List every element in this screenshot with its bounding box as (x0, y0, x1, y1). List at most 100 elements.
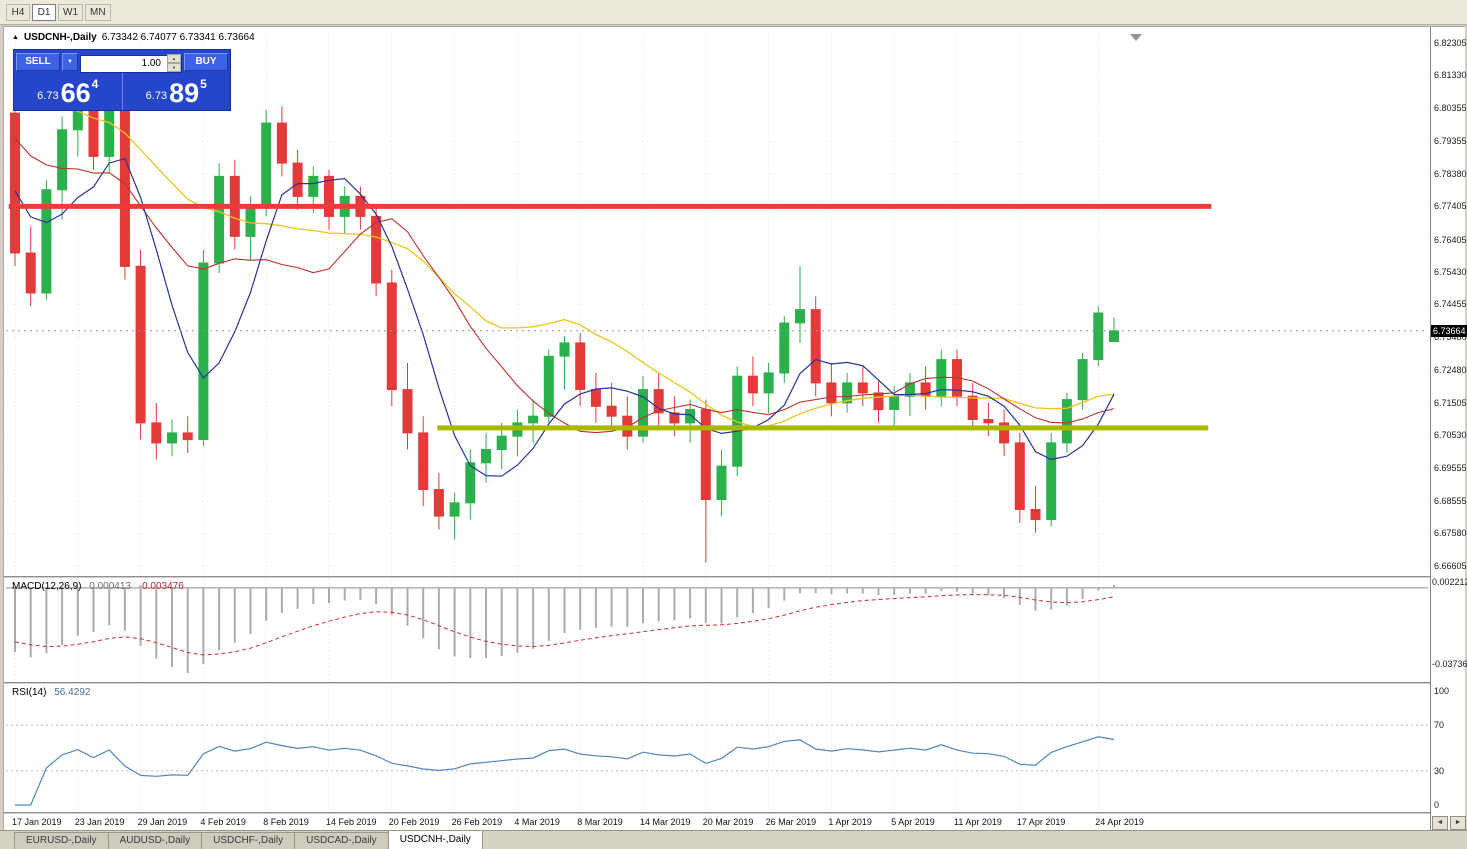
date-axis-label: 26 Feb 2019 (451, 817, 503, 827)
buy-price-display[interactable]: 6.73 89 5 (121, 72, 231, 110)
price-axis-label: 6.74455 (1434, 299, 1467, 310)
symbol-tab-audusd[interactable]: AUDUSD-,Daily (107, 832, 203, 849)
buy-button[interactable]: BUY (184, 53, 228, 71)
date-axis-label: 29 Jan 2019 (137, 817, 188, 827)
price-axis-label: 6.78380 (1434, 168, 1467, 179)
chart-header: ▲ USDCNH-,Daily 6.73342 6.74077 6.73341 … (12, 32, 255, 43)
sell-price-point: 4 (91, 77, 99, 91)
buy-price-prefix: 6.73 (145, 90, 168, 102)
price-axis-label: 6.68555 (1434, 495, 1467, 506)
chart-window: ▲ USDCNH-,Daily 6.73342 6.74077 6.73341 … (3, 26, 1467, 831)
macd-label: MACD(12,26,9) (12, 581, 82, 592)
date-axis[interactable]: 17 Jan 2019 23 Jan 2019 29 Jan 2019 4 Feb 2… (4, 814, 1429, 830)
price-axis[interactable]: 0.002212 -0.037368 6.82305 6.81330 6.80355… (1430, 27, 1467, 830)
price-axis-label: 6.69555 (1434, 462, 1467, 473)
date-axis-label: 23 Jan 2019 (74, 817, 125, 827)
date-axis-label: 14 Feb 2019 (326, 817, 377, 827)
date-axis-label: 4 Feb 2019 (200, 817, 246, 827)
sell-button[interactable]: SELL (16, 53, 60, 71)
date-axis-label: 1 Apr 2019 (828, 817, 872, 827)
macd-histogram (14, 585, 1115, 673)
chart-tab-bar: EURUSD-,Daily AUDUSD-,Daily USDCHF-,Daily U… (0, 830, 1467, 849)
panel-separator[interactable] (4, 812, 1464, 814)
scroll-to-end-marker-icon[interactable] (1130, 34, 1142, 41)
volume-increase-button[interactable]: ▲ (167, 54, 181, 63)
price-axis-label: 6.73480 (1434, 331, 1467, 342)
scroll-left-button[interactable]: ◄ (1432, 816, 1448, 830)
date-axis-label: 11 Apr 2019 (954, 817, 1002, 827)
one-click-trading-panel: SELL ▼ ▲ ▼ BUY 6.73 66 4 6.73 89 5 (13, 49, 231, 111)
timeframe-tab-h4[interactable]: H4 (6, 3, 30, 21)
price-axis-label: 6.81330 (1434, 70, 1467, 81)
scroll-right-button[interactable]: ► (1450, 816, 1466, 830)
date-axis-label: 4 Mar 2019 (514, 817, 560, 827)
volume-decrease-button[interactable]: ▼ (167, 63, 181, 72)
panel-separator[interactable] (4, 682, 1464, 684)
date-axis-label: 20 Mar 2019 (702, 817, 754, 827)
rsi-header: RSI(14) 56.4292 (12, 687, 90, 698)
trade-controls-row: SELL ▼ ▲ ▼ BUY (14, 50, 230, 73)
macd-grid (14, 579, 1099, 681)
candles-series (10, 86, 1119, 563)
volume-spinner: ▲ ▼ (167, 54, 181, 72)
price-axis-label: 6.76405 (1434, 234, 1467, 245)
buy-price-pips: 89 (169, 78, 200, 109)
date-axis-label: 5 Apr 2019 (891, 817, 935, 827)
rsi-panel (6, 685, 1428, 811)
symbol-tab-usdcad[interactable]: USDCAD-,Daily (294, 832, 389, 849)
date-axis-label: 20 Feb 2019 (388, 817, 440, 827)
timeframe-tab-mn[interactable]: MN (85, 3, 111, 21)
timeframe-toolbar: H4 D1 W1 MN (0, 0, 1467, 25)
macd-signal-value: -0.003476 (138, 581, 184, 592)
rsi-axis-label: 0 (1434, 800, 1440, 810)
rsi-axis-label: 100 (1434, 686, 1450, 696)
date-axis-label: 8 Feb 2019 (263, 817, 309, 827)
volume-input[interactable] (80, 54, 182, 73)
symbol-tab-eurusd[interactable]: EURUSD-,Daily (14, 832, 109, 849)
macd-main-value: 0.000413 (89, 581, 131, 592)
date-axis-label: 8 Mar 2019 (577, 817, 623, 827)
symbol-tab-usdchf[interactable]: USDCHF-,Daily (201, 832, 296, 849)
macd-panel (6, 579, 1428, 681)
chart-ohlc-values: 6.73342 6.74077 6.73341 6.73664 (101, 32, 255, 43)
rsi-axis-label: 70 (1434, 720, 1445, 731)
date-axis-label: 14 Mar 2019 (640, 817, 691, 827)
date-axis-label: 24 Apr 2019 (1095, 817, 1144, 827)
symbol-tab-usdcnh[interactable]: USDCNH-,Daily (387, 830, 483, 849)
volume-field-wrap: ▲ ▼ (80, 53, 182, 73)
rsi-line (15, 736, 1115, 806)
volume-dropdown-button[interactable]: ▼ (62, 53, 78, 71)
price-axis-label: 6.80355 (1434, 102, 1467, 113)
rsi-label: RSI(14) (12, 687, 47, 698)
price-axis-label: 6.75430 (1434, 266, 1467, 277)
sell-price-display[interactable]: 6.73 66 4 (14, 72, 122, 110)
macd-axis-min-label: -0.037368 (1432, 659, 1467, 669)
sell-price-pips: 66 (60, 78, 91, 109)
macd-signal-line (14, 594, 1115, 656)
rsi-grid (6, 685, 1428, 811)
price-axis-label: 6.77405 (1434, 201, 1467, 212)
moving-averages (14, 75, 1115, 477)
date-axis-label: 17 Apr 2019 (1016, 817, 1066, 827)
rsi-axis-label: 30 (1434, 765, 1445, 776)
price-axis-label: 6.70530 (1434, 430, 1467, 441)
current-price-tag: 6.73664 (1431, 324, 1467, 337)
price-axis-label: 6.72480 (1434, 365, 1467, 376)
rsi-value: 56.4292 (54, 687, 91, 698)
price-axis-label: 6.67580 (1434, 528, 1467, 539)
chart-title: USDCNH-,Daily (23, 32, 97, 43)
price-axis-label: 6.71505 (1434, 397, 1467, 408)
chart-scroll-nav: ◄ ► (1432, 816, 1466, 830)
buy-price-point: 5 (200, 77, 207, 91)
collapse-panel-icon[interactable]: ▲ (12, 33, 19, 41)
macd-axis-max-label: 0.002212 (1432, 577, 1467, 587)
sell-price-prefix: 6.73 (37, 90, 59, 102)
panel-separator[interactable] (4, 576, 1464, 578)
price-axis-label: 6.66605 (1434, 560, 1467, 571)
price-axis-label: 6.82305 (1434, 37, 1467, 48)
macd-header: MACD(12,26,9) 0.000413 -0.003476 (12, 581, 184, 592)
main-chart[interactable] (6, 29, 1428, 575)
date-axis-label: 26 Mar 2019 (765, 817, 817, 827)
timeframe-tab-w1[interactable]: W1 (58, 3, 83, 21)
timeframe-tab-d1[interactable]: D1 (32, 3, 56, 21)
